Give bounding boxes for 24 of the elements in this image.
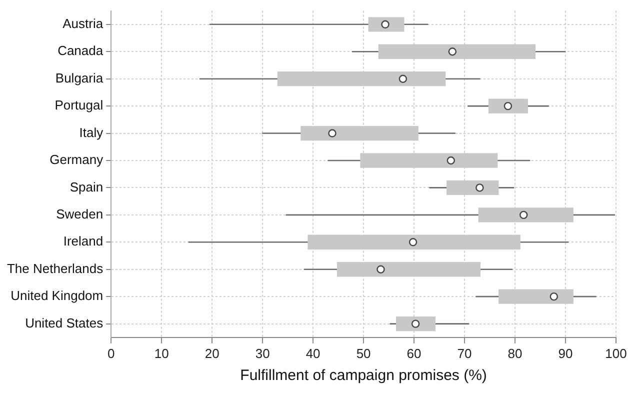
y-tick-label: United States (25, 315, 104, 330)
y-tick-label: Portugal (54, 98, 104, 113)
y-tick-label: Italy (79, 124, 104, 140)
y-tick-label: Spain (70, 179, 104, 194)
x-tick-label: 50 (356, 346, 371, 361)
x-tick-label: 20 (204, 346, 220, 361)
y-tick-label: Bulgaria (55, 70, 104, 86)
x-tick-label: 90 (558, 346, 573, 361)
x-tick-label: 40 (306, 346, 320, 361)
y-tick-label: Germany (50, 152, 104, 168)
y-tick-label: United Kingdom (10, 288, 104, 304)
x-tick-label: 100 (605, 346, 627, 361)
x-tick-label: 70 (457, 346, 472, 361)
y-tick-label: The Netherlands (6, 260, 104, 276)
x-tick-label: 80 (508, 346, 522, 361)
x-tick-label: 10 (154, 346, 169, 361)
y-tick-label: Austria (62, 16, 104, 31)
x-tick-label: 60 (406, 346, 422, 361)
y-tick-label: Sweden (56, 206, 104, 222)
x-tick-label: 30 (255, 346, 270, 361)
y-tick-label: Canada (58, 43, 104, 58)
y-tick-label: Ireland (63, 234, 104, 249)
x-tick-label: 0 (107, 346, 115, 361)
x-axis-title: Fulfillment of campaign promises (%) (240, 367, 487, 384)
